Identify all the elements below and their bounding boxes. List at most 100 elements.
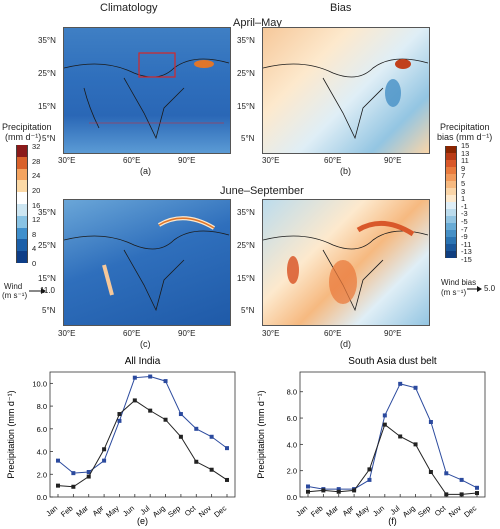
x-tick-label: Oct	[183, 503, 198, 518]
wind-key-label: Wind	[4, 282, 23, 291]
bias-colorbar-tick: 3	[461, 186, 466, 196]
bias-colorbar-tick: 9	[461, 163, 466, 173]
y-tick-label: 10.0	[32, 379, 47, 388]
panel-label: (b)	[340, 166, 351, 176]
lon-tick: 90°E	[178, 156, 196, 165]
precip-colorbar-title: Precipitation	[2, 122, 52, 132]
x-tick-label: Aug	[151, 504, 167, 519]
data-point	[428, 420, 433, 424]
bias-colorbar-segment	[445, 174, 457, 181]
bias-colorbar-tick: -5	[461, 217, 468, 226]
plot-frame	[299, 371, 486, 498]
lon-tick: 30°E	[262, 329, 280, 338]
lat-tick: 25°N	[38, 69, 56, 78]
data-point	[413, 442, 418, 447]
x-tick-label: Jul	[388, 503, 401, 516]
x-tick-label: Jun	[121, 504, 136, 519]
x-tick-label: Mar	[74, 503, 90, 519]
data-point	[321, 488, 326, 493]
precip-colorbar	[16, 145, 28, 263]
bias-colorbar-segment	[445, 209, 457, 216]
x-tick-label: Dec	[462, 503, 478, 519]
data-point	[209, 467, 214, 472]
y-tick-label: 2.0	[287, 467, 297, 476]
bias-colorbar-segment	[445, 188, 457, 195]
data-point	[413, 385, 418, 390]
x-tick-label: Mar	[324, 503, 340, 519]
data-point	[86, 470, 91, 474]
bias-colorbar-segment	[445, 167, 457, 174]
y-tick-label: 8.0	[287, 388, 297, 397]
bias-colorbar-tick: 1	[461, 194, 466, 204]
chart-title: South Asia dust belt	[348, 356, 437, 367]
data-point	[225, 477, 229, 482]
bias-colorbar-tick: 7	[461, 171, 466, 181]
y-tick-label: 2.0	[37, 470, 47, 479]
bias-colorbar-segment	[445, 195, 457, 202]
x-tick-label: Nov	[197, 503, 213, 519]
bias-colorbar-segment	[445, 237, 457, 244]
series-line	[307, 423, 478, 495]
x-tick-label: May	[104, 503, 121, 519]
data-point	[117, 418, 122, 423]
bias-colorbar-segment	[445, 153, 457, 160]
lat-tick: 5°N	[42, 134, 56, 143]
wind-key-units: (m s⁻¹)	[2, 291, 28, 300]
data-point	[86, 474, 91, 479]
lon-tick: 90°E	[384, 156, 402, 165]
data-point	[102, 447, 107, 452]
season-label-bottom: June–September	[220, 185, 304, 197]
bias-colorbar-segment	[445, 181, 457, 188]
lat-tick: 35°N	[38, 208, 56, 217]
y-axis-label: Precipitation (mm d⁻¹)	[256, 390, 266, 478]
lat-tick: 15°N	[38, 274, 56, 283]
x-tick-label: Jun	[371, 504, 386, 519]
panel-label: (a)	[140, 166, 151, 176]
data-point	[444, 492, 449, 497]
bias-colorbar-segment	[445, 223, 457, 230]
data-point	[209, 434, 214, 439]
data-point	[102, 458, 107, 463]
x-tick-label: Apr	[341, 503, 356, 518]
precip-colorbar-segment	[16, 251, 28, 263]
bias-colorbar-segment	[445, 230, 457, 237]
x-tick-label: May	[354, 503, 371, 519]
plot-frame	[49, 371, 236, 498]
lat-tick: 15°N	[237, 102, 255, 111]
bias-colorbar-segment	[445, 216, 457, 223]
precip-colorbar-tick: 8	[32, 229, 37, 239]
data-point	[428, 470, 433, 474]
y-axis-label: Precipitation (mm d⁻¹)	[6, 390, 16, 478]
bias-colorbar-tick: -1	[461, 201, 468, 211]
lon-tick: 30°E	[58, 329, 76, 338]
map-panel-d	[262, 199, 430, 326]
data-point	[56, 458, 60, 463]
precip-colorbar-segment	[16, 215, 28, 228]
y-tick-label: 6.0	[37, 425, 47, 434]
data-point	[148, 408, 153, 413]
lat-tick: 35°N	[38, 36, 56, 45]
data-point	[352, 488, 357, 493]
precip-colorbar-segment	[16, 203, 28, 216]
precip-colorbar-tick: 4	[32, 244, 37, 254]
bias-colorbar-tick: -9	[461, 232, 468, 242]
bias-colorbar-segment	[445, 202, 457, 209]
x-tick-label: Oct	[433, 503, 448, 518]
bias-colorbar-tick: 15	[461, 141, 470, 150]
lon-tick: 60°E	[123, 156, 141, 165]
bias-colorbar-segment	[445, 160, 457, 167]
chart-all-india: All India 0.0 2.0 4.0 6.0 8.0 10.0 Precipitatio…	[6, 356, 236, 526]
panel-label: (d)	[340, 339, 351, 349]
precip-colorbar-units: (mm d⁻¹)	[5, 132, 42, 142]
bias-colorbar-tick: -11	[461, 239, 472, 249]
data-point	[398, 381, 403, 386]
bias-colorbar-units: bias (mm d⁻¹)	[437, 132, 493, 142]
lat-tick: 15°N	[237, 274, 255, 283]
bias-colorbar-tick: -3	[461, 209, 468, 219]
x-tick-label: Apr	[91, 503, 106, 518]
data-point	[132, 375, 137, 380]
x-tick-label: Feb	[309, 504, 325, 519]
lon-tick: 90°E	[384, 329, 402, 338]
data-point	[382, 413, 387, 418]
x-tick-label: Jan	[44, 504, 59, 519]
